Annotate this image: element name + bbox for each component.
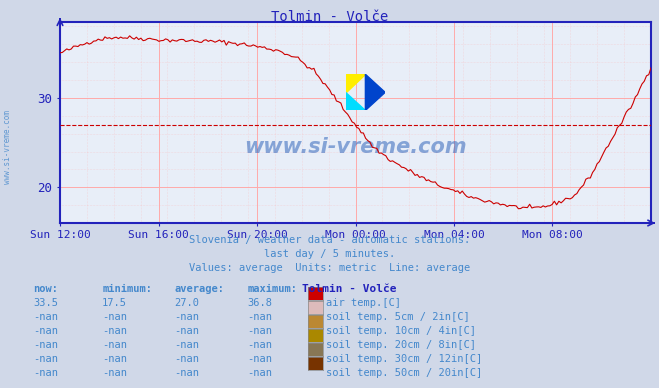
Text: -nan: -nan xyxy=(247,368,272,378)
Text: -nan: -nan xyxy=(247,340,272,350)
Text: -nan: -nan xyxy=(33,340,58,350)
Text: soil temp. 50cm / 20in[C]: soil temp. 50cm / 20in[C] xyxy=(326,368,482,378)
Text: -nan: -nan xyxy=(102,312,127,322)
Polygon shape xyxy=(365,74,385,111)
Text: soil temp. 20cm / 8in[C]: soil temp. 20cm / 8in[C] xyxy=(326,340,476,350)
Text: -nan: -nan xyxy=(102,326,127,336)
Text: -nan: -nan xyxy=(175,312,200,322)
Polygon shape xyxy=(345,74,365,92)
Text: soil temp. 10cm / 4in[C]: soil temp. 10cm / 4in[C] xyxy=(326,326,476,336)
Text: -nan: -nan xyxy=(175,326,200,336)
Text: soil temp. 30cm / 12in[C]: soil temp. 30cm / 12in[C] xyxy=(326,354,482,364)
Text: now:: now: xyxy=(33,284,58,294)
Text: last day / 5 minutes.: last day / 5 minutes. xyxy=(264,249,395,259)
Text: -nan: -nan xyxy=(247,326,272,336)
Text: 27.0: 27.0 xyxy=(175,298,200,308)
Text: -nan: -nan xyxy=(247,312,272,322)
Text: 17.5: 17.5 xyxy=(102,298,127,308)
Text: -nan: -nan xyxy=(33,312,58,322)
Text: maximum:: maximum: xyxy=(247,284,297,294)
Text: average:: average: xyxy=(175,284,225,294)
Text: -nan: -nan xyxy=(102,354,127,364)
Text: -nan: -nan xyxy=(33,368,58,378)
Text: Slovenia / weather data - automatic stations.: Slovenia / weather data - automatic stat… xyxy=(189,235,470,245)
Text: -nan: -nan xyxy=(175,340,200,350)
Text: -nan: -nan xyxy=(102,368,127,378)
Text: 33.5: 33.5 xyxy=(33,298,58,308)
Text: -nan: -nan xyxy=(175,354,200,364)
Text: -nan: -nan xyxy=(33,354,58,364)
Text: www.si-vreme.com: www.si-vreme.com xyxy=(244,137,467,157)
Text: -nan: -nan xyxy=(247,354,272,364)
Text: www.si-vreme.com: www.si-vreme.com xyxy=(3,111,13,184)
Polygon shape xyxy=(345,92,365,111)
Text: air temp.[C]: air temp.[C] xyxy=(326,298,401,308)
Text: minimum:: minimum: xyxy=(102,284,152,294)
Text: 36.8: 36.8 xyxy=(247,298,272,308)
Text: -nan: -nan xyxy=(175,368,200,378)
Text: Tolmin - Volče: Tolmin - Volče xyxy=(302,284,396,294)
Text: Tolmin - Volče: Tolmin - Volče xyxy=(271,10,388,24)
Text: -nan: -nan xyxy=(33,326,58,336)
Text: -nan: -nan xyxy=(102,340,127,350)
Text: soil temp. 5cm / 2in[C]: soil temp. 5cm / 2in[C] xyxy=(326,312,470,322)
Text: Values: average  Units: metric  Line: average: Values: average Units: metric Line: aver… xyxy=(189,263,470,273)
